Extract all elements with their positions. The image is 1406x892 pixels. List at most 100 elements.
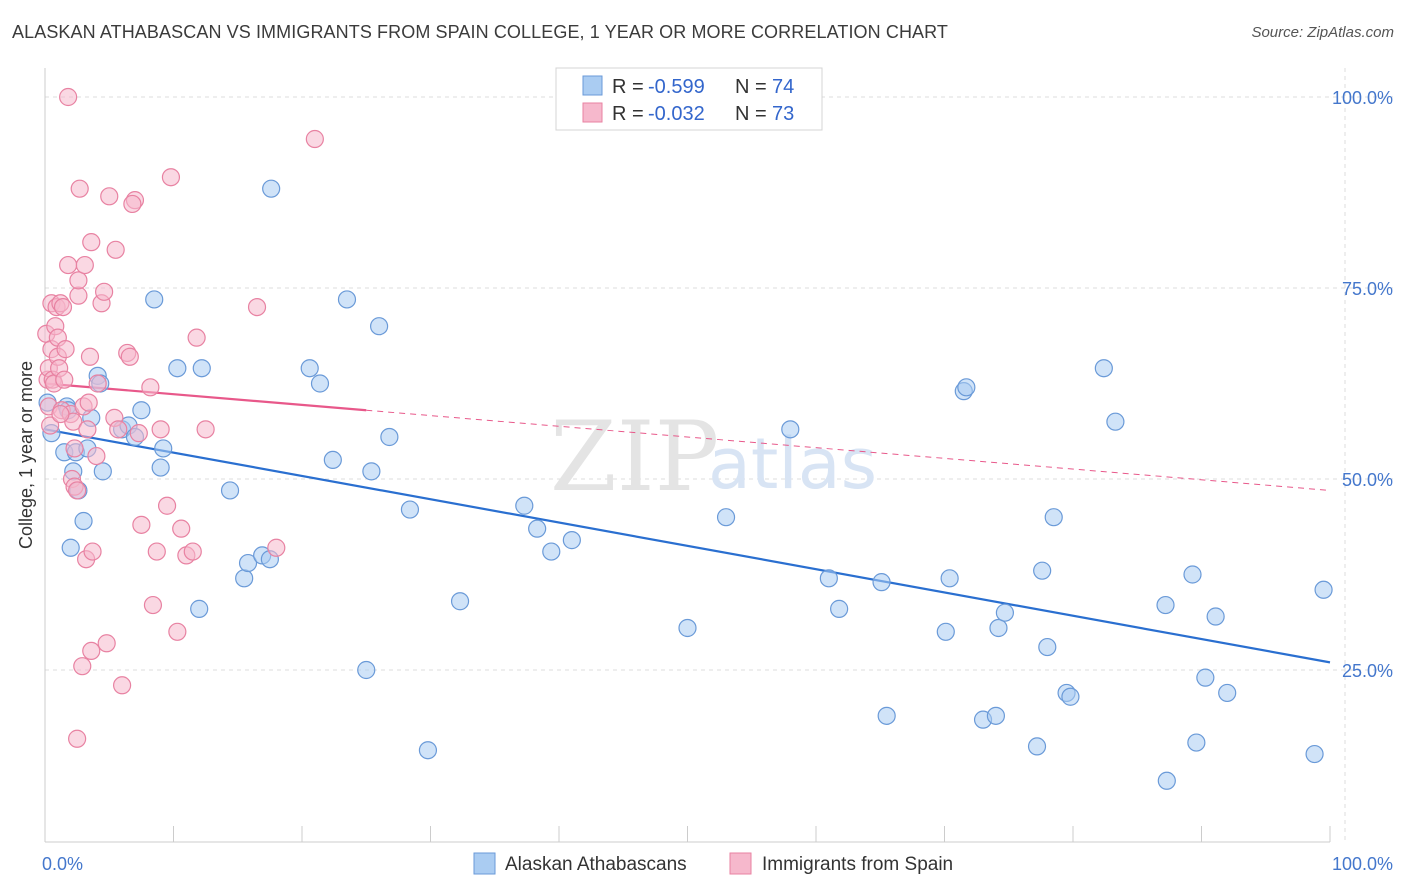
axis-layer xyxy=(44,68,1331,843)
x-tick-label: 100.0% xyxy=(1332,854,1393,874)
athabascan-point xyxy=(310,374,330,393)
spain-point xyxy=(53,298,73,317)
athabascan-point xyxy=(93,462,112,481)
legend-n-value-pink: 73 xyxy=(772,103,794,125)
athabascan-point xyxy=(357,660,376,680)
spain-point xyxy=(80,347,100,366)
bottom-legend-label-blue: Alaskan Athabascans xyxy=(505,854,687,875)
legend-n-value-blue: 74 xyxy=(772,76,794,98)
athabascan-point xyxy=(1183,565,1202,584)
athabascan-point xyxy=(936,622,955,641)
athabascan-point xyxy=(1305,744,1324,764)
points-layer xyxy=(37,87,1333,790)
x-tick-labels: 0.0% 100.0% xyxy=(42,854,1393,874)
athabascan-point xyxy=(220,481,240,500)
spain-point xyxy=(161,168,181,187)
spain-point xyxy=(73,657,92,676)
spain-point xyxy=(59,87,78,107)
y-tick-label: 50.0% xyxy=(1342,470,1393,490)
spain-point xyxy=(141,378,160,397)
athabascan-point xyxy=(1206,607,1225,626)
spain-point xyxy=(51,404,70,424)
athabascan-point xyxy=(957,378,976,397)
chart-source: Source: ZipAtlas.com xyxy=(1251,24,1394,41)
spain-point xyxy=(56,340,75,359)
athabascan-point xyxy=(940,569,959,588)
athabascan-point xyxy=(238,553,258,573)
legend-swatch-blue xyxy=(582,75,603,96)
y-axis-label: College, 1 year or more xyxy=(16,361,36,549)
athabascan-point xyxy=(542,542,561,561)
spain-point xyxy=(95,282,114,301)
athabascan-point xyxy=(1033,561,1052,580)
athabascan-point xyxy=(235,569,254,588)
athabascan-point xyxy=(323,450,342,469)
spain-point xyxy=(196,420,215,439)
spain-point xyxy=(59,255,78,275)
legend-r-value-pink: -0.032 xyxy=(648,103,705,125)
athabascan-point xyxy=(168,359,187,378)
spain-point xyxy=(100,187,119,206)
athabascan-point xyxy=(362,462,381,481)
correlation-legend: R = -0.599 N = 74 R = -0.032 N = 73 xyxy=(555,67,823,131)
spain-point xyxy=(172,519,191,538)
bottom-legend-label-pink: Immigrants from Spain xyxy=(762,854,953,875)
athabascan-point xyxy=(830,599,849,618)
athabascan-point xyxy=(400,500,420,519)
athabascan-point xyxy=(515,496,534,515)
spain-point xyxy=(129,424,148,443)
athabascan-point xyxy=(380,427,399,447)
athabascan-point xyxy=(190,599,209,618)
athabascan-point xyxy=(74,511,93,531)
spain-point xyxy=(151,420,170,439)
athabascan-point xyxy=(132,401,151,420)
spain-point xyxy=(55,370,74,389)
legend-r-value-blue: -0.599 xyxy=(648,76,705,98)
y-tick-labels: 100.0% 75.0% 50.0% 25.0% xyxy=(1332,88,1393,681)
legend-n-label-pink: N = xyxy=(735,103,767,125)
spain-point xyxy=(97,634,116,653)
athabascan-point xyxy=(528,519,547,538)
spain-point xyxy=(120,347,139,366)
athabascan-point xyxy=(989,618,1008,638)
legend-r-label-pink: R = xyxy=(612,103,644,125)
athabascan-point xyxy=(872,573,891,592)
athabascan-point xyxy=(819,569,838,588)
spain-point xyxy=(69,286,88,305)
athabascan-point xyxy=(1027,737,1047,756)
bottom-legend-swatch-blue xyxy=(473,852,496,875)
spain-point xyxy=(183,542,202,561)
watermark-zip: ZIP xyxy=(550,401,719,513)
spain-point xyxy=(82,233,101,252)
athabascan-point xyxy=(678,618,697,638)
athabascan-point xyxy=(781,420,800,439)
series-legend: Alaskan Athabascans Immigrants from Spai… xyxy=(473,852,953,875)
spain-point xyxy=(75,255,94,275)
trend-line-pink-dashed xyxy=(366,409,1331,491)
spain-point xyxy=(143,595,163,615)
spain-point xyxy=(123,194,142,214)
athabascan-point xyxy=(1061,687,1080,706)
y-tick-label: 100.0% xyxy=(1332,88,1393,108)
legend-swatch-pink xyxy=(582,102,603,123)
athabascan-point xyxy=(262,179,281,198)
athabascan-point xyxy=(877,706,896,725)
athabascan-point xyxy=(1038,637,1057,657)
y-tick-label: 25.0% xyxy=(1342,661,1393,681)
spain-point xyxy=(65,439,84,458)
spain-point xyxy=(106,240,125,259)
spain-point xyxy=(247,298,267,317)
athabascan-point xyxy=(986,706,1006,725)
athabascan-point xyxy=(995,603,1014,622)
athabascan-point xyxy=(562,531,581,550)
spain-point xyxy=(69,271,88,290)
athabascan-point xyxy=(1196,668,1215,687)
athabascan-point xyxy=(1156,595,1175,615)
spain-point xyxy=(132,515,151,534)
athabascan-point xyxy=(1157,771,1176,790)
x-tick-label: 0.0% xyxy=(42,854,83,874)
legend-r-label-blue: R = xyxy=(612,76,644,98)
athabascan-point xyxy=(192,359,211,378)
spain-point xyxy=(79,393,98,412)
